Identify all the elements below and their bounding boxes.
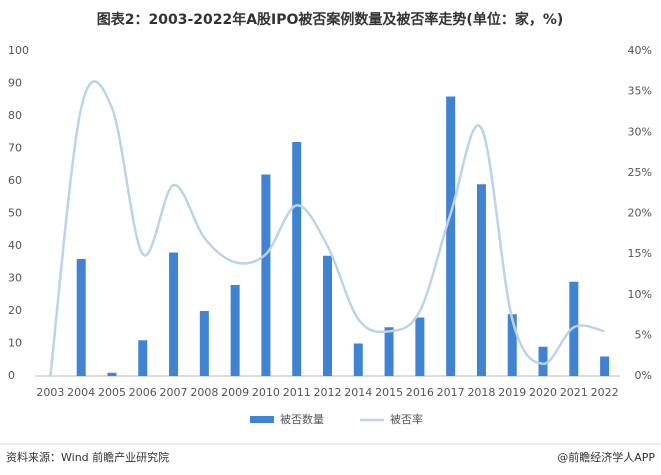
y2-tick-label: 25% [628, 166, 652, 179]
bar [569, 281, 579, 376]
source: 资料来源：Wind 前瞻产业研究院 [6, 450, 169, 464]
bar [261, 174, 271, 376]
y-tick-label: 80 [8, 109, 22, 122]
line [49, 80, 605, 377]
x-tick-label: 2018 [467, 386, 495, 399]
y2-tick-label: 15% [628, 247, 652, 260]
x-tick-label: 2015 [375, 386, 403, 399]
legend-swatch [250, 416, 274, 423]
x-tick-label: 2007 [160, 386, 188, 399]
x-tick-label: 2011 [283, 386, 311, 399]
bar [446, 96, 456, 376]
x-tick-label: 2016 [406, 386, 434, 399]
bar [507, 314, 517, 376]
y2-tick-label: 40% [628, 44, 652, 57]
x-tick-label: 2020 [529, 386, 557, 399]
bar [199, 311, 209, 376]
x-tick-label: 2003 [36, 386, 64, 399]
x-tick-label: 2005 [98, 386, 126, 399]
y-tick-label: 100 [8, 44, 29, 57]
bar [476, 184, 486, 376]
x-tick-label: 2017 [437, 386, 465, 399]
x-tick-label: 2004 [67, 386, 95, 399]
bar [230, 285, 240, 376]
y2-tick-label: 35% [628, 85, 652, 98]
bar [169, 252, 179, 376]
x-tick-label: 2010 [252, 386, 280, 399]
bar [107, 372, 117, 376]
legend-label: 被否数量 [280, 413, 324, 426]
bar [600, 356, 610, 376]
y-tick-label: 40 [8, 239, 22, 252]
y2-tick-label: 5% [635, 328, 652, 341]
x-tick-label: 2014 [344, 386, 372, 399]
y-tick-label: 90 [8, 77, 22, 90]
y2-tick-label: 30% [628, 125, 652, 138]
y-tick-label: 30 [8, 272, 22, 285]
x-tick-label: 2022 [591, 386, 619, 399]
x-tick-label: 2019 [498, 386, 526, 399]
y2-tick-label: 0% [635, 369, 652, 382]
y-tick-label: 70 [8, 142, 22, 155]
y-tick-label: 60 [8, 174, 22, 187]
y-tick-label: 20 [8, 304, 22, 317]
x-tick-label: 2012 [314, 386, 342, 399]
bar [384, 327, 394, 376]
chart-title: 图表2：2003-2022年A股IPO被否案例数量及被否率走势(单位：家，%) [97, 11, 564, 28]
legend-label: 被否率 [390, 412, 423, 426]
bar [76, 259, 86, 376]
x-tick-label: 2009 [221, 386, 249, 399]
bar [353, 343, 363, 376]
bar [323, 255, 332, 376]
bar [138, 340, 148, 376]
y2-tick-label: 20% [628, 207, 652, 220]
bar [538, 346, 548, 376]
bar [292, 142, 302, 376]
y-tick-label: 10 [8, 337, 22, 350]
y2-tick-label: 10% [628, 288, 652, 301]
credit: @前瞻经济学人APP [557, 450, 655, 464]
x-tick-label: 2008 [190, 386, 218, 399]
bar [415, 317, 425, 376]
x-tick-label: 2021 [560, 386, 588, 399]
x-tick-label: 2006 [129, 386, 157, 399]
y-tick-label: 50 [8, 207, 22, 220]
y-tick-label: 0 [8, 369, 15, 382]
